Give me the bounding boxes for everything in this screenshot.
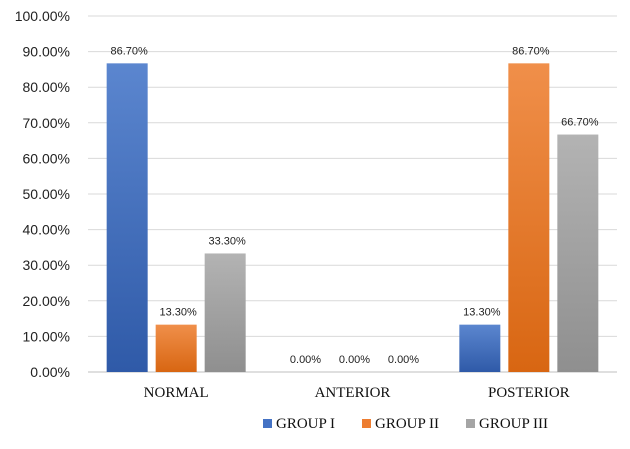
- data-label: 86.70%: [512, 45, 550, 57]
- category-label: NORMAL: [144, 385, 209, 401]
- y-tick-label: 20.00%: [23, 293, 70, 309]
- y-tick-label: 40.00%: [23, 222, 70, 238]
- bar-group-iii-posterior: [557, 134, 599, 372]
- legend-label: GROUP II: [375, 416, 439, 432]
- y-tick-label: 90.00%: [23, 44, 70, 60]
- bar-group-iii-normal: [204, 253, 246, 372]
- y-tick-label: 30.00%: [23, 257, 70, 273]
- legend-swatch: [466, 419, 475, 428]
- data-labels: 86.70% 13.30% 33.30% 0.00% 0.00% 0.00% 13.30% 8…: [111, 45, 599, 366]
- category-label: POSTERIOR: [488, 385, 570, 401]
- bar-group-i-posterior: [459, 324, 501, 372]
- legend: GROUP I GROUP II GROUP III: [263, 416, 548, 432]
- y-tick-label: 70.00%: [23, 115, 70, 131]
- bar-group-i-normal: [106, 63, 148, 373]
- data-label: 0.00%: [290, 354, 321, 366]
- y-tick-label: 80.00%: [23, 79, 70, 95]
- data-label: 0.00%: [339, 354, 370, 366]
- data-label: 66.70%: [561, 117, 599, 129]
- legend-label: GROUP III: [479, 416, 548, 432]
- data-label: 86.70%: [111, 45, 149, 57]
- y-tick-label: 60.00%: [23, 150, 70, 166]
- bar-group-ii-normal: [155, 324, 197, 372]
- bar-group-ii-posterior: [508, 63, 550, 373]
- bars: [106, 63, 599, 373]
- y-axis-ticks: 0.00% 10.00% 20.00% 30.00% 40.00% 50.00% 60.00…: [15, 8, 70, 380]
- category-label: ANTERIOR: [315, 385, 391, 401]
- y-tick-label: 50.00%: [23, 186, 70, 202]
- data-label: 13.30%: [463, 307, 501, 319]
- data-label: 0.00%: [388, 354, 419, 366]
- y-tick-label: 100.00%: [15, 8, 70, 24]
- legend-label: GROUP I: [276, 416, 335, 432]
- y-tick-label: 0.00%: [30, 364, 70, 380]
- legend-swatch: [263, 419, 272, 428]
- y-tick-label: 10.00%: [23, 328, 70, 344]
- x-axis-categories: NORMAL ANTERIOR POSTERIOR: [144, 385, 570, 401]
- data-label: 13.30%: [160, 307, 198, 319]
- legend-swatch: [362, 419, 371, 428]
- data-label: 33.30%: [209, 235, 247, 247]
